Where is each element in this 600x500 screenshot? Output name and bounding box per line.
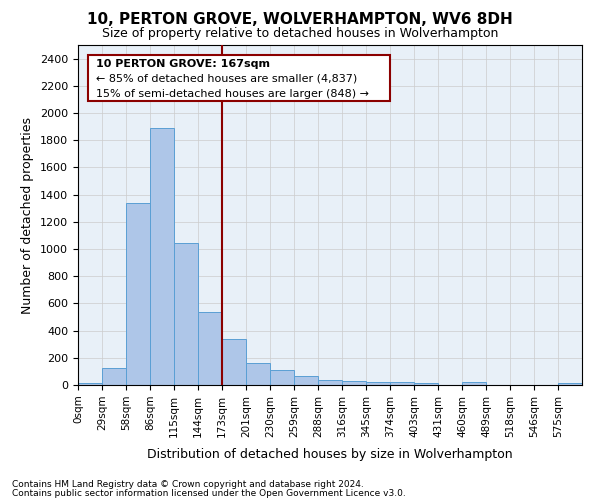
Bar: [390, 382, 414, 385]
Bar: [222, 340, 246, 385]
FancyBboxPatch shape: [88, 55, 391, 101]
Bar: [342, 381, 366, 385]
Bar: [558, 383, 582, 385]
Text: Size of property relative to detached houses in Wolverhampton: Size of property relative to detached ho…: [102, 28, 498, 40]
Bar: [294, 376, 318, 385]
Bar: [126, 203, 150, 385]
Bar: [78, 383, 102, 385]
Text: Contains public sector information licensed under the Open Government Licence v3: Contains public sector information licen…: [12, 488, 406, 498]
Text: 10, PERTON GROVE, WOLVERHAMPTON, WV6 8DH: 10, PERTON GROVE, WOLVERHAMPTON, WV6 8DH: [87, 12, 513, 28]
Bar: [198, 312, 222, 385]
Text: ← 85% of detached houses are smaller (4,837): ← 85% of detached houses are smaller (4,…: [95, 74, 357, 84]
Bar: [174, 243, 198, 385]
X-axis label: Distribution of detached houses by size in Wolverhampton: Distribution of detached houses by size …: [147, 448, 513, 461]
Bar: [246, 362, 270, 385]
Bar: [366, 382, 390, 385]
Bar: [414, 383, 438, 385]
Bar: [318, 380, 342, 385]
Bar: [270, 370, 294, 385]
Text: Contains HM Land Registry data © Crown copyright and database right 2024.: Contains HM Land Registry data © Crown c…: [12, 480, 364, 489]
Bar: [150, 128, 174, 385]
Text: 15% of semi-detached houses are larger (848) →: 15% of semi-detached houses are larger (…: [95, 89, 368, 99]
Y-axis label: Number of detached properties: Number of detached properties: [22, 116, 34, 314]
Text: 10 PERTON GROVE: 167sqm: 10 PERTON GROVE: 167sqm: [95, 58, 269, 68]
Bar: [102, 368, 126, 385]
Bar: [462, 382, 486, 385]
